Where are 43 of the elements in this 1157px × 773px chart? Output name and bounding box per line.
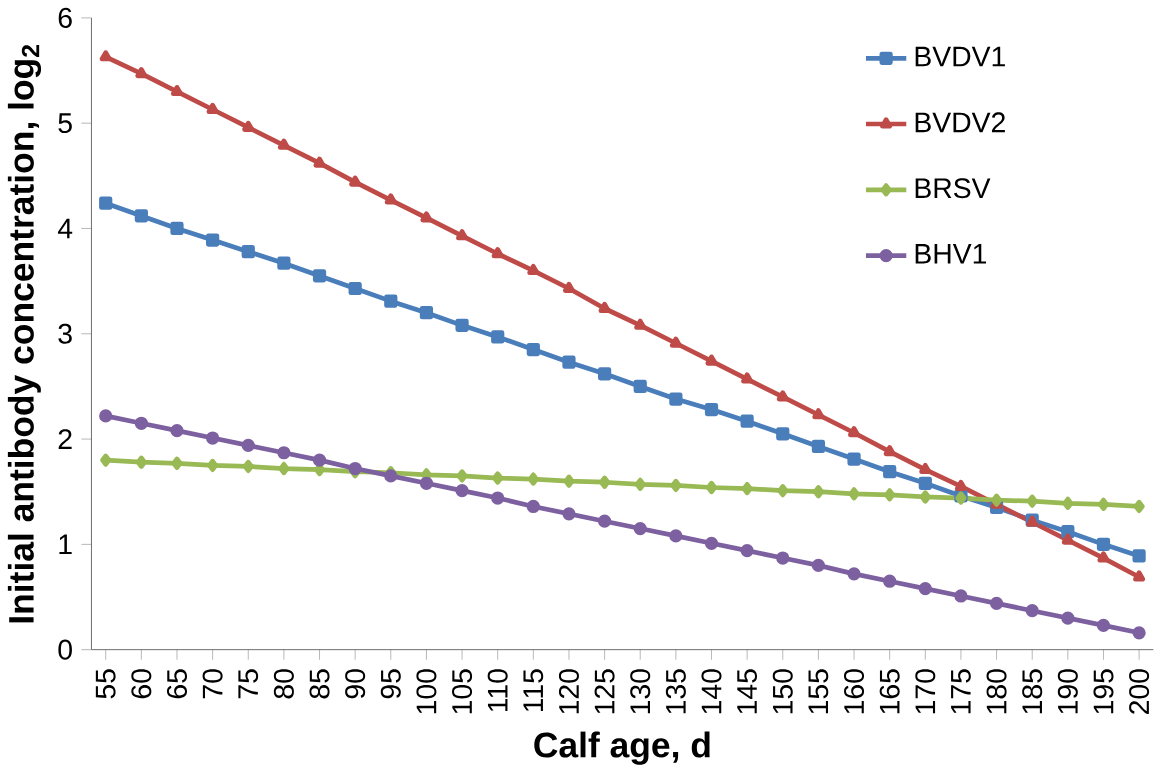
x-tick-label: 200 <box>1129 669 1150 715</box>
x-axis-title: Calf age, d <box>534 731 710 765</box>
x-tick-label: 185 <box>1022 669 1043 714</box>
x-tick-label: 140 <box>701 669 722 714</box>
x-tick-label: 60 <box>131 669 152 699</box>
x-tick-label: 160 <box>844 669 865 714</box>
x-tick-label: 110 <box>487 669 508 712</box>
x-tick-label: 95 <box>380 669 401 699</box>
x-tick-label: 85 <box>309 669 330 699</box>
y-axis-title: Initial antibody concentration, log$_{2}$ <box>7 45 42 623</box>
x-tick-label: 80 <box>273 669 294 699</box>
x-tick-label: 165 <box>879 669 900 714</box>
x-tick-label: 125 <box>594 669 615 714</box>
x-tick-label: 55 <box>95 669 116 699</box>
y-tick-label: 0 <box>58 639 72 660</box>
x-tick-label: 190 <box>1057 669 1078 714</box>
x-tick-label: 175 <box>951 669 971 714</box>
x-tick-label: 180 <box>986 669 1007 714</box>
x-tick-label: 105 <box>452 669 473 714</box>
x-tick-label: 115 <box>523 669 544 712</box>
legend-label: BVDV2 <box>915 112 1005 133</box>
legend-label: BVDV1 <box>915 46 1005 67</box>
x-tick-label: 70 <box>202 669 223 699</box>
x-tick-label: 145 <box>737 669 758 714</box>
legend-label: BHV1 <box>915 244 987 264</box>
x-tick-label: 150 <box>772 669 793 714</box>
x-tick-label: 195 <box>1093 669 1114 714</box>
x-tick-label: 120 <box>558 669 579 714</box>
y-tick-label: 5 <box>58 113 72 134</box>
x-tick-label: 170 <box>915 669 936 714</box>
x-tick-label: 100 <box>416 669 437 714</box>
x-tick-label: 65 <box>166 669 187 699</box>
x-tick-label: 130 <box>630 669 651 714</box>
y-tick-label: 4 <box>57 218 73 239</box>
y-tick-label: 6 <box>58 8 72 29</box>
x-tick-label: 90 <box>345 669 366 699</box>
x-tick-label: 75 <box>238 669 259 699</box>
y-tick-label: 3 <box>58 323 72 344</box>
y-tick-label: 1 <box>59 534 72 555</box>
x-tick-label: 135 <box>665 669 686 714</box>
x-tick-label: 155 <box>808 669 829 714</box>
y-tick-label: 2 <box>58 429 72 450</box>
legend-label: BRSV <box>915 178 991 199</box>
